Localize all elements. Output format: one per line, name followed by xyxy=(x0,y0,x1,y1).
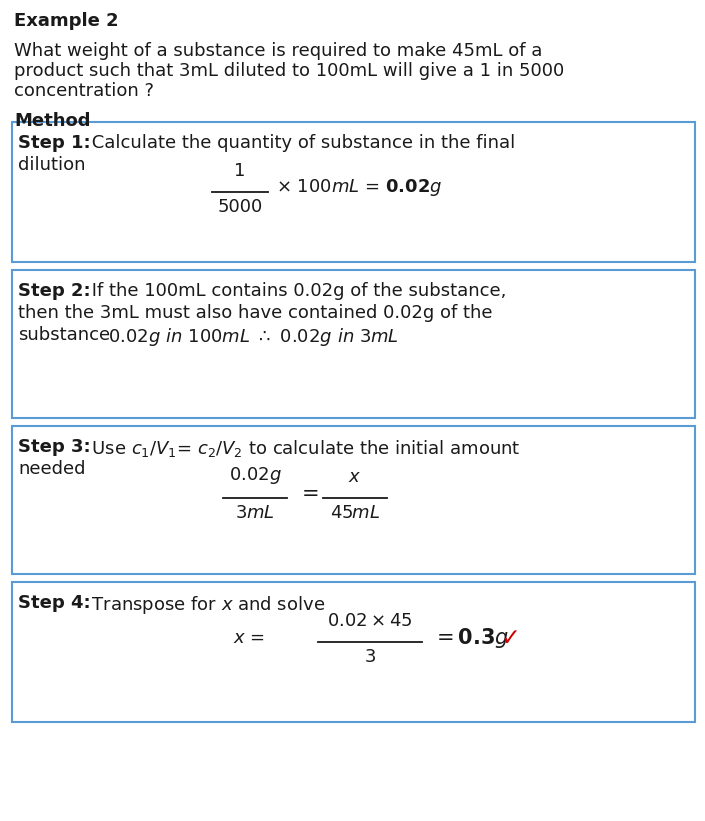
Text: product such that 3mL diluted to 100mL will give a 1 in 5000: product such that 3mL diluted to 100mL w… xyxy=(14,62,564,80)
Text: If the 100mL contains 0.02g of the substance,: If the 100mL contains 0.02g of the subst… xyxy=(86,282,506,300)
FancyBboxPatch shape xyxy=(12,582,695,722)
Text: 3: 3 xyxy=(364,648,376,666)
Text: 5000: 5000 xyxy=(217,198,263,216)
FancyBboxPatch shape xyxy=(12,426,695,574)
Text: Step 4:: Step 4: xyxy=(18,594,91,612)
Text: What weight of a substance is required to make 45mL of a: What weight of a substance is required t… xyxy=(14,42,542,60)
Text: Step 1:: Step 1: xyxy=(18,134,91,152)
Text: dilution: dilution xyxy=(18,156,85,174)
Text: $0.02 \times 45$: $0.02 \times 45$ xyxy=(327,612,412,630)
Text: needed: needed xyxy=(18,460,85,478)
Text: Step 3:: Step 3: xyxy=(18,438,91,456)
Text: $x$ =: $x$ = xyxy=(233,629,265,647)
Text: $0.02g$: $0.02g$ xyxy=(228,465,281,486)
Text: $3mL$: $3mL$ xyxy=(235,504,275,522)
Text: =: = xyxy=(302,484,320,504)
Text: substance: substance xyxy=(18,326,110,344)
Text: $0.02g\ in\ 100mL\ \therefore\ 0.02g\ in\ 3mL$: $0.02g\ in\ 100mL\ \therefore\ 0.02g\ in… xyxy=(108,326,399,348)
Text: $= \mathbf{0.3}$$\mathit{g}$: $= \mathbf{0.3}$$\mathit{g}$ xyxy=(432,626,509,650)
Text: Use $c_1/V_1$= $c_2/V_2$ to calculate the initial amount: Use $c_1/V_1$= $c_2/V_2$ to calculate th… xyxy=(86,438,520,459)
Text: Example 2: Example 2 xyxy=(14,12,118,30)
Text: then the 3mL must also have contained 0.02g of the: then the 3mL must also have contained 0.… xyxy=(18,304,493,322)
FancyBboxPatch shape xyxy=(12,122,695,262)
Text: Calculate the quantity of substance in the final: Calculate the quantity of substance in t… xyxy=(86,134,515,152)
Text: Method: Method xyxy=(14,112,90,130)
Text: Step 2:: Step 2: xyxy=(18,282,91,300)
FancyBboxPatch shape xyxy=(12,270,695,418)
Text: $45mL$: $45mL$ xyxy=(330,504,380,522)
Text: concentration ?: concentration ? xyxy=(14,82,154,100)
Text: Transpose for $x$ and solve: Transpose for $x$ and solve xyxy=(86,594,325,616)
Text: 1: 1 xyxy=(234,162,245,180)
Text: $\times$ 100$mL$ = $\mathbf{0.02}$$\mathit{g}$: $\times$ 100$mL$ = $\mathbf{0.02}$$\math… xyxy=(276,177,443,199)
Text: $x$: $x$ xyxy=(348,468,362,486)
Text: ✓: ✓ xyxy=(500,626,520,650)
